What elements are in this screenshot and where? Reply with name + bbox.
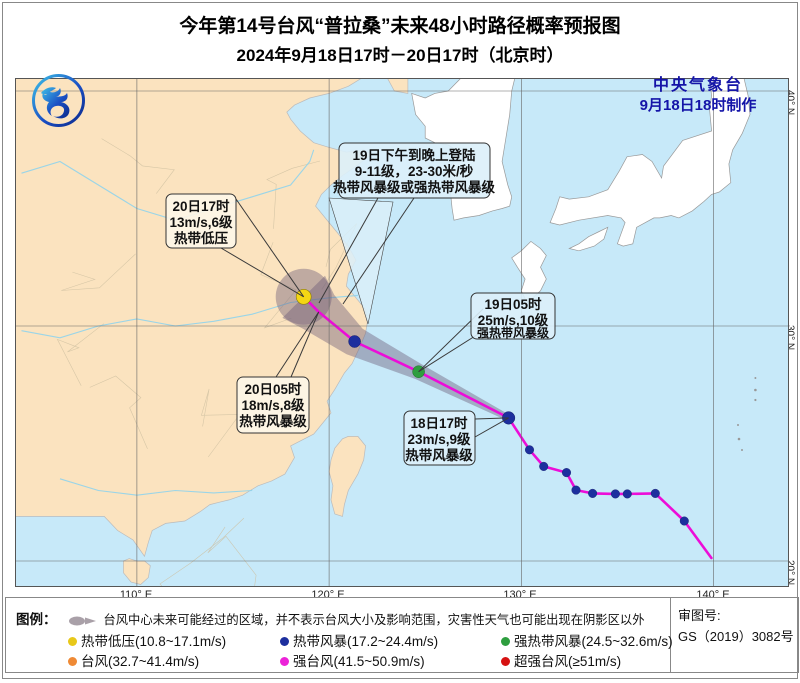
svg-text:热带风暴级: 热带风暴级 — [405, 447, 473, 463]
svg-text:19日05时: 19日05时 — [484, 296, 542, 312]
svg-text:23m/s,9级: 23m/s,9级 — [407, 431, 471, 447]
svg-text:13m/s,6级: 13m/s,6级 — [169, 214, 233, 230]
svg-text:20日17时: 20日17时 — [172, 198, 230, 214]
svg-text:热带风暴级: 热带风暴级 — [239, 413, 307, 429]
svg-text:18日17时: 18日17时 — [410, 415, 468, 431]
svg-text:热带风暴级或强热带风暴级: 热带风暴级或强热带风暴级 — [333, 179, 495, 195]
svg-text:9-11级，23-30米/秒: 9-11级，23-30米/秒 — [355, 163, 474, 179]
svg-text:20日05时: 20日05时 — [244, 381, 302, 397]
svg-text:19日下午到晚上登陆: 19日下午到晚上登陆 — [352, 147, 476, 163]
svg-text:18m/s,8级: 18m/s,8级 — [241, 397, 305, 413]
svg-text:热带低压: 热带低压 — [174, 230, 228, 246]
svg-text:强热带风暴级: 强热带风暴级 — [477, 325, 549, 340]
